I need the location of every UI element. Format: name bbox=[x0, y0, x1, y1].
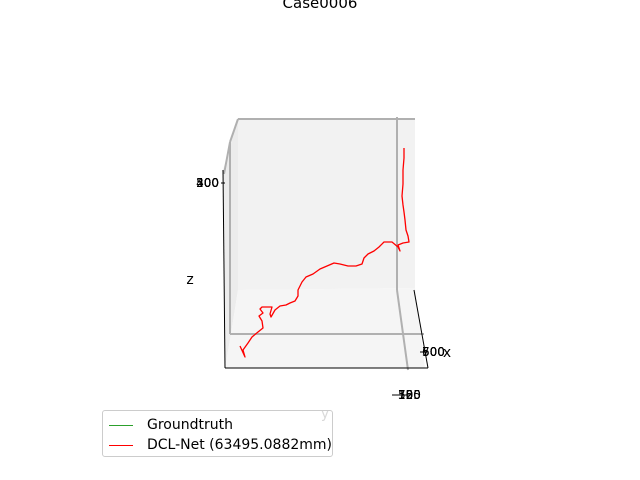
legend: Groundtruth DCL-Net (63495.0882mm) bbox=[102, 410, 333, 457]
legend-item-dcl-net: DCL-Net (63495.0882mm) bbox=[109, 436, 332, 454]
z-tick-label-1: 400 bbox=[196, 176, 219, 190]
series-layer bbox=[239, 148, 410, 358]
x-tick-label-0: 700 bbox=[422, 345, 445, 359]
x-tick-label-2: 500 bbox=[422, 345, 445, 359]
y-tick-label-0: 150 bbox=[398, 388, 421, 402]
y-tick-label-3: 75 bbox=[398, 388, 413, 402]
axis-lines bbox=[222, 169, 429, 369]
y-tick-label-2: 100 bbox=[398, 388, 421, 402]
z-axis-label: z bbox=[186, 272, 193, 288]
z-tick-label-3: 200 bbox=[196, 176, 219, 190]
z-tick-label-2: 300 bbox=[196, 176, 219, 190]
z-tick-label-0: 500 bbox=[196, 176, 219, 190]
y-tick-label-4: 50 bbox=[398, 388, 413, 402]
pane-edges bbox=[223, 117, 424, 371]
legend-item-groundtruth: Groundtruth bbox=[109, 416, 233, 434]
y-tick-label-1: 125 bbox=[398, 388, 421, 402]
legend-label-groundtruth: Groundtruth bbox=[147, 417, 233, 433]
tick-marks bbox=[221, 182, 427, 396]
x-tick-label-1: 600 bbox=[422, 345, 445, 359]
chart-title: Case0006 bbox=[283, 0, 358, 12]
legend-swatch-groundtruth bbox=[109, 424, 133, 426]
floor-pane bbox=[225, 288, 425, 368]
back-pane bbox=[238, 119, 415, 290]
series-line-1 bbox=[239, 148, 410, 358]
legend-swatch-dcl-net bbox=[109, 444, 133, 446]
legend-label-dcl-net: DCL-Net (63495.0882mm) bbox=[147, 437, 333, 453]
x-axis-label: x bbox=[443, 345, 451, 361]
